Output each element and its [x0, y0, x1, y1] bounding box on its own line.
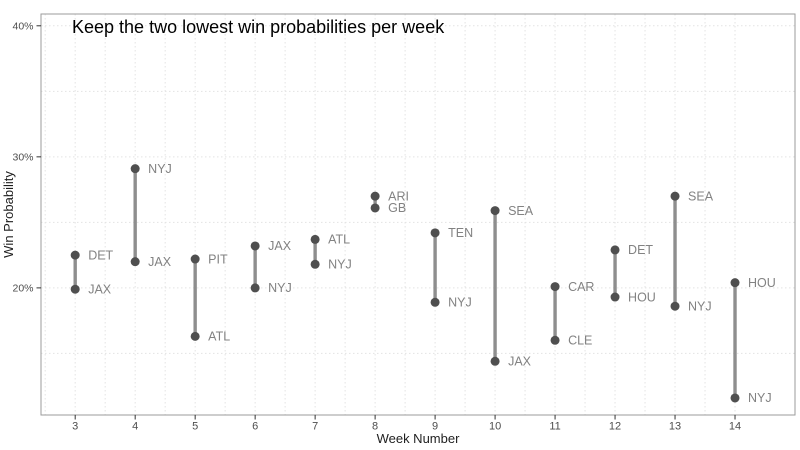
team-label-week-5-PIT: PIT — [208, 252, 228, 266]
team-label-week-12-HOU: HOU — [628, 290, 656, 304]
team-label-week-12-DET: DET — [628, 243, 653, 257]
axis-ticks — [36, 25, 736, 420]
point-week-12-DET — [610, 245, 620, 255]
point-week-9-NYJ — [430, 297, 440, 307]
x-tick-label: 5 — [192, 421, 198, 433]
team-label-week-4-NYJ: NYJ — [148, 162, 172, 176]
team-label-week-11-CAR: CAR — [568, 280, 594, 294]
segments-layer — [73, 168, 737, 398]
point-week-9-TEN — [430, 228, 440, 238]
team-label-week-7-ATL: ATL — [328, 233, 350, 247]
point-week-14-HOU — [730, 278, 740, 288]
team-label-week-11-CLE: CLE — [568, 334, 592, 348]
team-label-week-5-ATL: ATL — [208, 330, 230, 344]
point-week-4-JAX — [130, 257, 140, 267]
point-week-7-NYJ — [310, 259, 320, 269]
team-label-week-14-HOU: HOU — [748, 276, 776, 290]
point-week-10-JAX — [490, 356, 500, 366]
x-tick-label: 10 — [489, 421, 501, 433]
x-tick-label: 9 — [432, 421, 438, 433]
x-tick-label: 3 — [72, 421, 78, 433]
x-tick-label: 12 — [609, 421, 621, 433]
y-tick-label: 20% — [12, 282, 33, 294]
panel-border — [40, 13, 796, 416]
point-week-10-SEA — [490, 206, 500, 216]
point-week-4-NYJ — [130, 164, 140, 174]
x-tick-label: 14 — [729, 421, 741, 433]
x-tick-label: 4 — [132, 421, 138, 433]
team-label-week-13-SEA: SEA — [688, 189, 714, 203]
team-label-week-3-DET: DET — [88, 248, 113, 262]
team-label-week-10-SEA: SEA — [508, 204, 534, 218]
team-label-week-8-ARI: ARI — [388, 189, 409, 203]
point-week-6-NYJ — [250, 283, 260, 293]
point-week-3-DET — [70, 250, 80, 260]
tick-labels: 20% 30% 40% 3 4 5 6 7 8 9 10 11 12 13 14 — [12, 20, 741, 432]
team-label-week-9-TEN: TEN — [448, 226, 473, 240]
point-week-5-ATL — [190, 331, 200, 341]
point-week-8-ARI — [370, 191, 380, 201]
x-tick-label: 13 — [669, 421, 681, 433]
point-week-7-ATL — [310, 234, 320, 244]
x-tick-label: 8 — [372, 421, 378, 433]
team-label-week-4-JAX: JAX — [148, 255, 172, 269]
team-label-week-9-NYJ: NYJ — [448, 296, 472, 310]
point-week-13-NYJ — [670, 301, 680, 311]
y-axis-title: Win Probability — [1, 171, 16, 258]
team-label-week-8-GB: GB — [388, 201, 406, 215]
team-label-week-3-JAX: JAX — [88, 282, 112, 296]
x-tick-label: 11 — [549, 421, 560, 433]
y-tick-label: 40% — [12, 20, 33, 32]
plot-panel — [41, 14, 795, 415]
point-week-8-GB — [370, 203, 380, 213]
point-week-6-JAX — [250, 241, 260, 251]
point-week-5-PIT — [190, 254, 200, 264]
team-label-week-13-NYJ: NYJ — [688, 299, 712, 313]
team-label-week-6-JAX: JAX — [268, 239, 292, 253]
point-week-12-HOU — [610, 292, 620, 302]
point-week-13-SEA — [670, 191, 680, 201]
team-label-week-14-NYJ: NYJ — [748, 391, 772, 405]
team-label-week-10-JAX: JAX — [508, 354, 532, 368]
points-layer — [70, 164, 740, 403]
x-axis-title: Week Number — [377, 431, 461, 446]
team-label-week-7-NYJ: NYJ — [328, 257, 352, 271]
x-tick-label: 7 — [312, 421, 318, 433]
point-week-3-JAX — [70, 284, 80, 294]
chart-title: Keep the two lowest win probabilities pe… — [72, 17, 445, 37]
point-week-11-CLE — [550, 335, 560, 345]
x-tick-label: 6 — [252, 421, 258, 433]
team-label-week-6-NYJ: NYJ — [268, 281, 292, 295]
y-tick-label: 30% — [12, 151, 33, 163]
point-week-14-NYJ — [730, 393, 740, 403]
point-week-11-CAR — [550, 282, 560, 292]
